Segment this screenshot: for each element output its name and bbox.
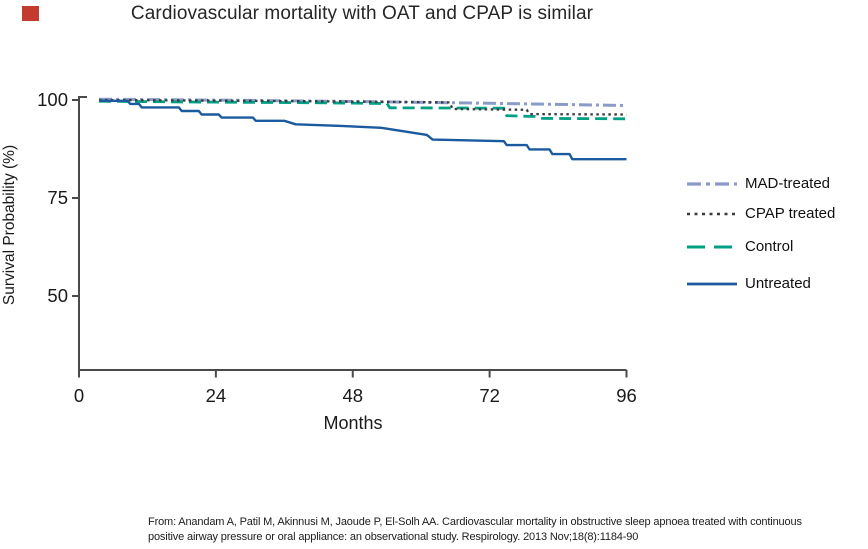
legend-item-cpap: CPAP treated: [686, 206, 835, 222]
svg-text:72: 72: [479, 385, 500, 406]
svg-text:0: 0: [74, 385, 84, 406]
cpap-line-sample-icon: [687, 212, 737, 216]
mad-line-sample-icon: [687, 182, 737, 186]
legend-label: Untreated: [745, 275, 811, 292]
control-line-sample-icon: [687, 245, 737, 249]
legend-label: Control: [745, 238, 794, 255]
untreated-line-sample-icon: [687, 282, 737, 286]
svg-text:50: 50: [47, 285, 68, 306]
accent-square: [22, 6, 39, 21]
svg-text:96: 96: [616, 385, 637, 406]
citation-line-1: From: Anandam A, Patil M, Akinnusi M, Ja…: [148, 516, 802, 528]
x-axis-label: Months: [323, 413, 383, 433]
legend-label: MAD-treated: [745, 175, 831, 192]
legend-item-mad: MAD-treated: [686, 176, 830, 192]
chart-legend: MAD-treated CPAP treated Control Untreat…: [686, 168, 866, 303]
legend-item-untreated: Untreated: [686, 276, 811, 292]
survival-chart-plot: 100 75 50 0 24 48 72 96: [37, 89, 637, 406]
svg-text:48: 48: [342, 385, 363, 406]
svg-text:100: 100: [37, 89, 68, 110]
svg-text:24: 24: [206, 385, 227, 406]
legend-label: CPAP treated: [745, 205, 836, 222]
citation-line-2: positive airway pressure or oral applian…: [148, 531, 639, 543]
source-citation: From: Anandam A, Patil M, Akinnusi M, Ja…: [148, 515, 864, 545]
legend-item-control: Control: [686, 239, 793, 255]
y-axis-label: Survival Probability (%): [1, 144, 18, 306]
chart-title: Cardiovascular mortality with OAT and CP…: [130, 3, 594, 24]
svg-text:75: 75: [47, 187, 68, 208]
